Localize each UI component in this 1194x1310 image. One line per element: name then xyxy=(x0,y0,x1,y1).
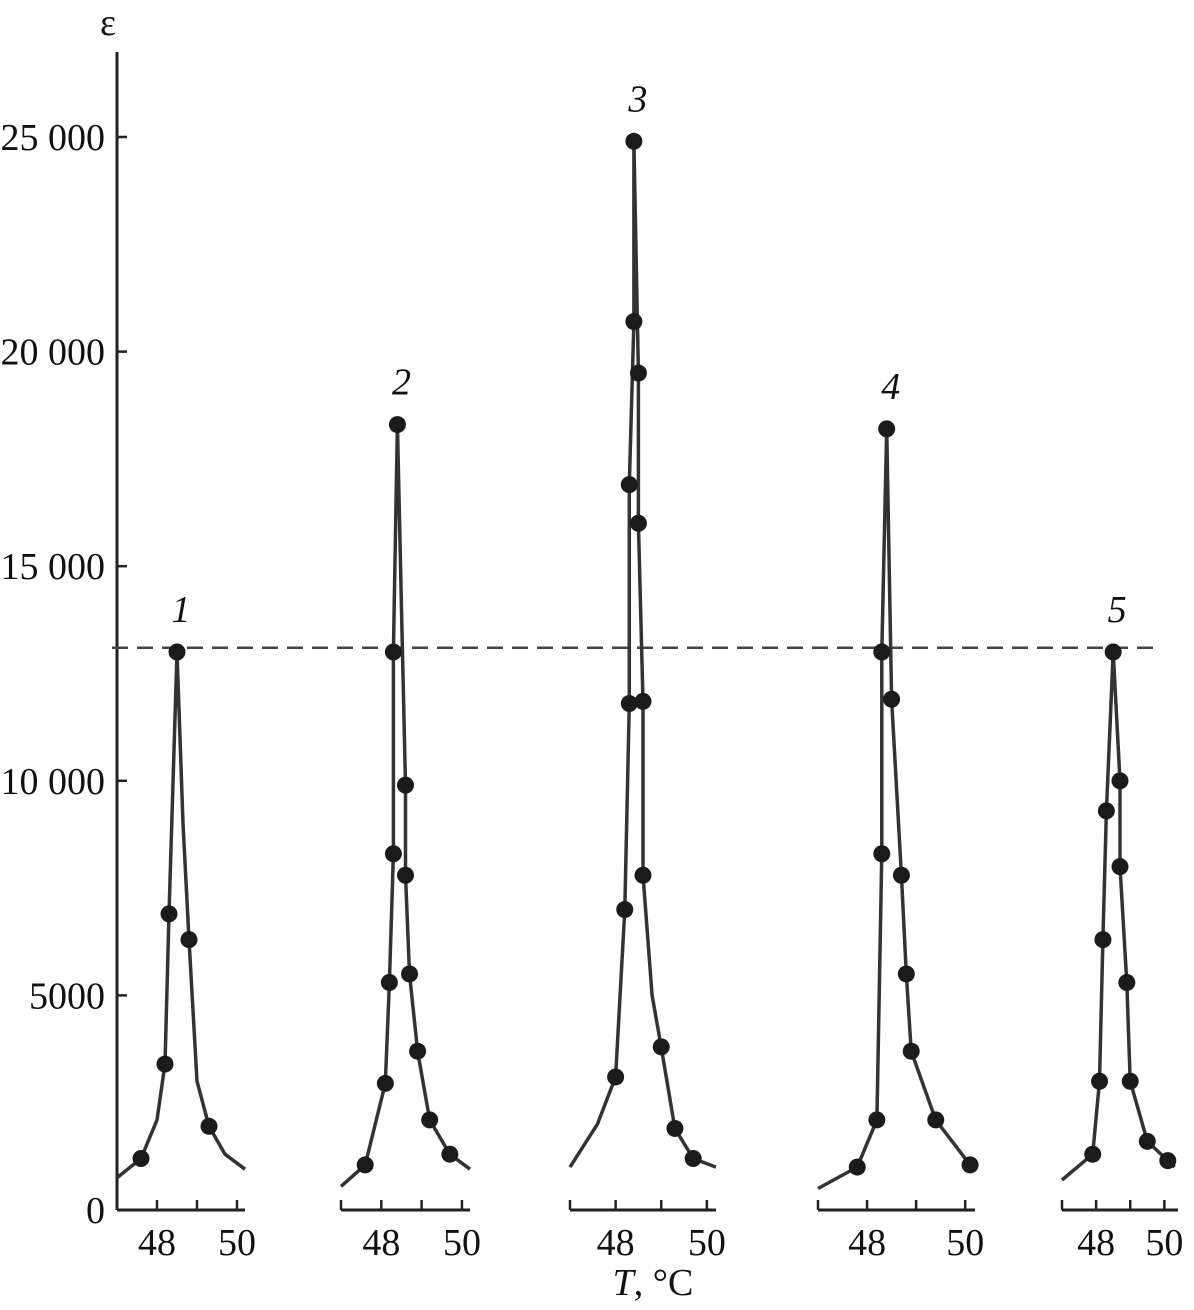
data-point xyxy=(607,1068,625,1086)
y-tick-label: 0 xyxy=(86,1190,105,1232)
series-line-4 xyxy=(817,427,976,1191)
data-point xyxy=(397,866,414,884)
x-tick-label: 50 xyxy=(688,1222,726,1264)
data-point xyxy=(384,845,402,863)
data-point xyxy=(616,901,634,919)
curve-label: 5 xyxy=(1108,589,1127,631)
y-axis: 0 5000 10 000 15 000 20 000 25 000 xyxy=(1,52,127,1232)
data-point xyxy=(397,776,414,794)
data-point xyxy=(384,643,402,661)
x-tick-label: 48 xyxy=(138,1222,176,1264)
data-point xyxy=(878,420,896,438)
data-point xyxy=(848,1158,866,1176)
data-point xyxy=(620,476,638,494)
panel-4: 48 50 4 xyxy=(816,366,984,1264)
x-axis-title-symbol: T xyxy=(613,1262,637,1304)
curve-label: 1 xyxy=(172,589,191,631)
data-point xyxy=(380,974,398,992)
data-point xyxy=(1111,772,1129,790)
series-line-5 xyxy=(1060,650,1176,1182)
x-tick-label: 48 xyxy=(1077,1222,1115,1264)
data-point xyxy=(666,1119,684,1137)
data-point xyxy=(156,1055,174,1073)
data-point xyxy=(892,866,910,884)
data-point xyxy=(1094,931,1112,949)
curve-label: 3 xyxy=(627,78,647,120)
data-point xyxy=(168,643,186,661)
data-point xyxy=(160,905,178,923)
y-axis-title: ε xyxy=(100,2,116,44)
data-point xyxy=(1159,1152,1177,1170)
panel-3: 48 50 3 xyxy=(568,78,726,1264)
data-point xyxy=(388,416,406,434)
data-point xyxy=(1121,1072,1139,1090)
data-point xyxy=(180,931,198,949)
data-point xyxy=(961,1156,979,1174)
series-line-3 xyxy=(568,139,717,1169)
data-point xyxy=(868,1111,886,1129)
y-tick-label: 5000 xyxy=(29,975,105,1017)
data-point xyxy=(634,866,652,884)
x-tick-label: 50 xyxy=(218,1222,256,1264)
x-tick-label: 50 xyxy=(946,1222,984,1264)
data-point xyxy=(684,1149,702,1167)
x-tick-label: 48 xyxy=(362,1222,400,1264)
panels: 48 50 1 48 50 2 48 50 3 48 50 4 48 50 5 xyxy=(115,78,1183,1264)
data-point xyxy=(409,1042,427,1060)
x-tick-label: 50 xyxy=(1145,1222,1183,1264)
data-point xyxy=(902,1042,920,1060)
x-tick-label: 48 xyxy=(848,1222,886,1264)
y-tick-label: 20 000 xyxy=(1,332,106,374)
data-point xyxy=(376,1074,394,1092)
data-point xyxy=(652,1038,670,1056)
data-point xyxy=(634,692,652,710)
data-point xyxy=(1104,643,1122,661)
data-point xyxy=(1138,1132,1156,1150)
data-point xyxy=(629,364,647,382)
data-point xyxy=(441,1145,459,1163)
data-point xyxy=(1111,858,1129,876)
data-point xyxy=(625,132,643,150)
data-point xyxy=(883,690,901,708)
panel-1: 48 50 1 xyxy=(115,589,256,1264)
data-point xyxy=(873,845,891,863)
panel-5: 48 50 5 xyxy=(1060,589,1183,1264)
x-tick-label: 50 xyxy=(443,1222,481,1264)
x-axis-title: T, °C xyxy=(613,1262,694,1304)
data-point xyxy=(1084,1145,1102,1163)
data-point xyxy=(401,965,419,983)
data-point xyxy=(873,643,891,661)
x-tick-label: 48 xyxy=(597,1222,635,1264)
series-line-1 xyxy=(115,650,247,1180)
y-tick-label: 10 000 xyxy=(1,761,106,803)
data-point xyxy=(1118,974,1136,992)
panel-2: 48 50 2 xyxy=(339,362,481,1264)
data-point xyxy=(421,1111,439,1129)
data-point xyxy=(625,313,643,331)
series-line-2 xyxy=(339,422,472,1188)
x-axis-title-unit: , °C xyxy=(634,1262,694,1304)
data-point xyxy=(927,1111,945,1129)
curve-label: 2 xyxy=(392,362,411,404)
curve-label: 4 xyxy=(881,366,900,408)
data-point xyxy=(1091,1072,1109,1090)
data-point xyxy=(132,1149,150,1167)
y-tick-label: 25 000 xyxy=(1,117,106,159)
data-point xyxy=(200,1117,218,1135)
data-point xyxy=(620,695,638,713)
data-point xyxy=(629,514,647,532)
y-tick-label: 15 000 xyxy=(1,546,106,588)
data-point xyxy=(1097,802,1115,820)
data-point xyxy=(356,1156,374,1174)
data-point xyxy=(897,965,915,983)
